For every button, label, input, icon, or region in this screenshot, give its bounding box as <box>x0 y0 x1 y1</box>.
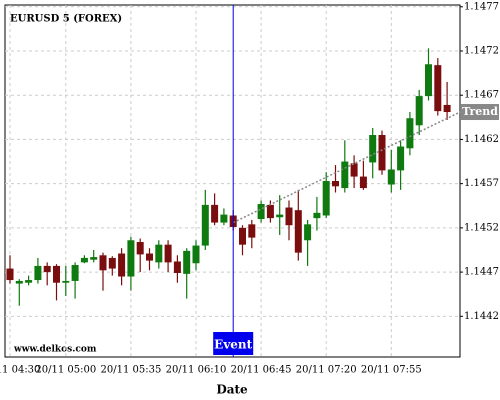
candle-body <box>415 96 423 126</box>
trend-label-box <box>461 104 499 121</box>
candle-body <box>25 280 33 283</box>
candle-body <box>304 224 312 241</box>
candle-body <box>397 146 405 171</box>
candle-body <box>6 268 14 281</box>
candle-body <box>332 181 339 187</box>
y-tick-label: 1.1467 <box>464 90 499 101</box>
candle-body <box>239 227 246 245</box>
y-tick-label: 1.1477 <box>464 1 499 12</box>
candle-body <box>285 207 293 226</box>
candle-body <box>127 240 135 277</box>
candle-body <box>183 250 191 274</box>
candle-body <box>90 257 98 260</box>
event-label-box <box>213 332 254 355</box>
trend-label: Trend <box>462 105 498 118</box>
candle-body <box>322 181 330 216</box>
y-tick-label: 1.1462 <box>464 134 499 145</box>
candle-body <box>99 255 107 271</box>
candle-body <box>220 214 228 223</box>
candle-body <box>155 244 163 263</box>
candle-body <box>257 203 265 220</box>
x-tick-label: 20/11 07:20 <box>296 365 357 376</box>
event-label: Event <box>214 338 252 352</box>
x-axis-label: Date <box>216 383 248 397</box>
x-tick-label: 20/11 05:35 <box>100 365 161 376</box>
y-tick-label: 1.1447 <box>464 267 499 278</box>
y-tick-label: 1.1457 <box>464 178 499 189</box>
candle-body <box>118 253 126 277</box>
y-tick-label: 1.1442 <box>464 311 499 322</box>
candle-body <box>359 176 367 189</box>
candle-body <box>266 204 274 219</box>
candle-body <box>34 265 42 281</box>
candle-body <box>53 265 60 283</box>
candle-body <box>313 212 321 219</box>
candle-body <box>350 163 358 177</box>
candle-body <box>62 280 70 283</box>
candle-body <box>80 257 88 263</box>
candle-body <box>248 224 256 238</box>
x-tick-label: 20/11 06:10 <box>166 365 227 376</box>
candle-body <box>406 118 414 149</box>
candle-body <box>108 257 116 269</box>
candle-body <box>201 204 209 246</box>
candle-body <box>211 204 219 223</box>
candle-body <box>276 214 284 218</box>
candle-body <box>369 135 377 163</box>
candle-body <box>136 242 144 255</box>
candle-body <box>341 161 349 189</box>
candle-body <box>434 65 442 112</box>
watermark: www.delkos.com <box>13 345 97 355</box>
candle-body <box>425 64 432 97</box>
candle-body <box>71 265 79 281</box>
x-tick-label: 20/11 07:55 <box>361 365 422 376</box>
x-tick-label: 20/11 06:45 <box>231 365 292 376</box>
candle-body <box>164 244 172 263</box>
candle-body <box>146 253 153 261</box>
candle-body <box>387 169 395 185</box>
candle-body <box>15 280 23 284</box>
candle-body <box>192 245 200 264</box>
candle-body <box>294 210 302 253</box>
candle-body <box>173 261 181 273</box>
y-tick-label: 1.1452 <box>464 222 499 233</box>
y-tick-label: 1.1472 <box>464 45 499 56</box>
candle-body <box>443 104 451 113</box>
candle-body <box>43 265 51 273</box>
candle-body <box>378 135 386 171</box>
x-tick-label: 20/11 04:30 <box>0 365 40 376</box>
plot-frame <box>4 4 461 358</box>
x-tick-label: 20/11 05:00 <box>35 365 96 376</box>
